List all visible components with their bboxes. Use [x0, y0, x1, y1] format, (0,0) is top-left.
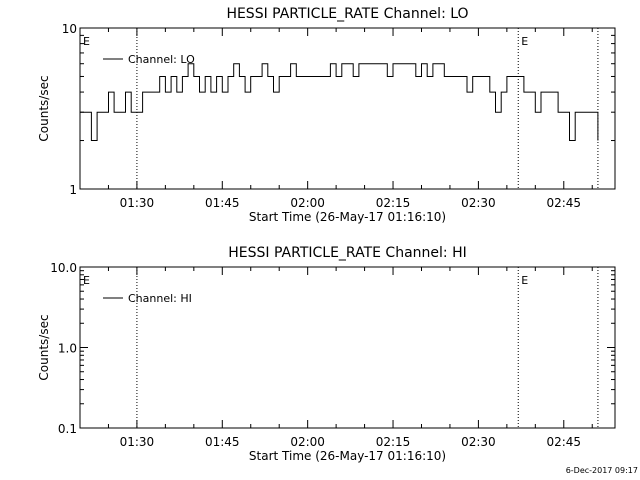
y-axis-label: Counts/sec [37, 314, 51, 380]
x-axis-label: Start Time (26-May-17 01:16:10) [249, 210, 446, 224]
date-stamp: 6-Dec-2017 09:17 [566, 466, 638, 475]
event-marker-label: E [83, 35, 90, 48]
x-tick-label: 01:45 [205, 435, 240, 449]
chart-title: HESSI PARTICLE_RATE Channel: HI [228, 245, 466, 261]
lo-channel-panel: HESSI PARTICLE_RATE Channel: LO E E 01:30 01… [37, 6, 616, 224]
chart-title: HESSI PARTICLE_RATE Channel: LO [226, 6, 468, 22]
x-tick-label: 02:00 [290, 196, 325, 210]
y-tick-label: 0.1 [58, 422, 77, 436]
event-marker-label: E [521, 274, 528, 287]
event-marker-label: E [521, 35, 528, 48]
series-line [80, 63, 599, 141]
hi-channel-panel: HESSI PARTICLE_RATE Channel: HI E E 01:30 01… [37, 245, 616, 463]
x-tick-label: 02:30 [461, 435, 496, 449]
x-tick-label: 02:45 [546, 435, 581, 449]
x-tick-label: 02:15 [376, 435, 411, 449]
x-tick-label: 01:30 [120, 435, 155, 449]
y-tick-label: 10.0 [50, 261, 77, 275]
y-tick-label: 1 [69, 183, 77, 197]
legend-label: Channel: LO [128, 53, 195, 66]
event-marker-label: E [83, 274, 90, 287]
legend-label: Channel: HI [128, 292, 192, 305]
y-axis-label: Counts/sec [37, 75, 51, 141]
x-tick-label: 02:30 [461, 196, 496, 210]
x-tick-label: 02:15 [376, 196, 411, 210]
x-tick-label: 02:45 [546, 196, 581, 210]
x-axis-label: Start Time (26-May-17 01:16:10) [249, 449, 446, 463]
x-tick-label: 01:45 [205, 196, 240, 210]
y-tick-label: 10 [62, 22, 77, 36]
x-tick-label: 01:30 [120, 196, 155, 210]
plot-frame [79, 27, 616, 190]
x-tick-label: 02:00 [290, 435, 325, 449]
y-tick-label: 1.0 [58, 342, 77, 356]
